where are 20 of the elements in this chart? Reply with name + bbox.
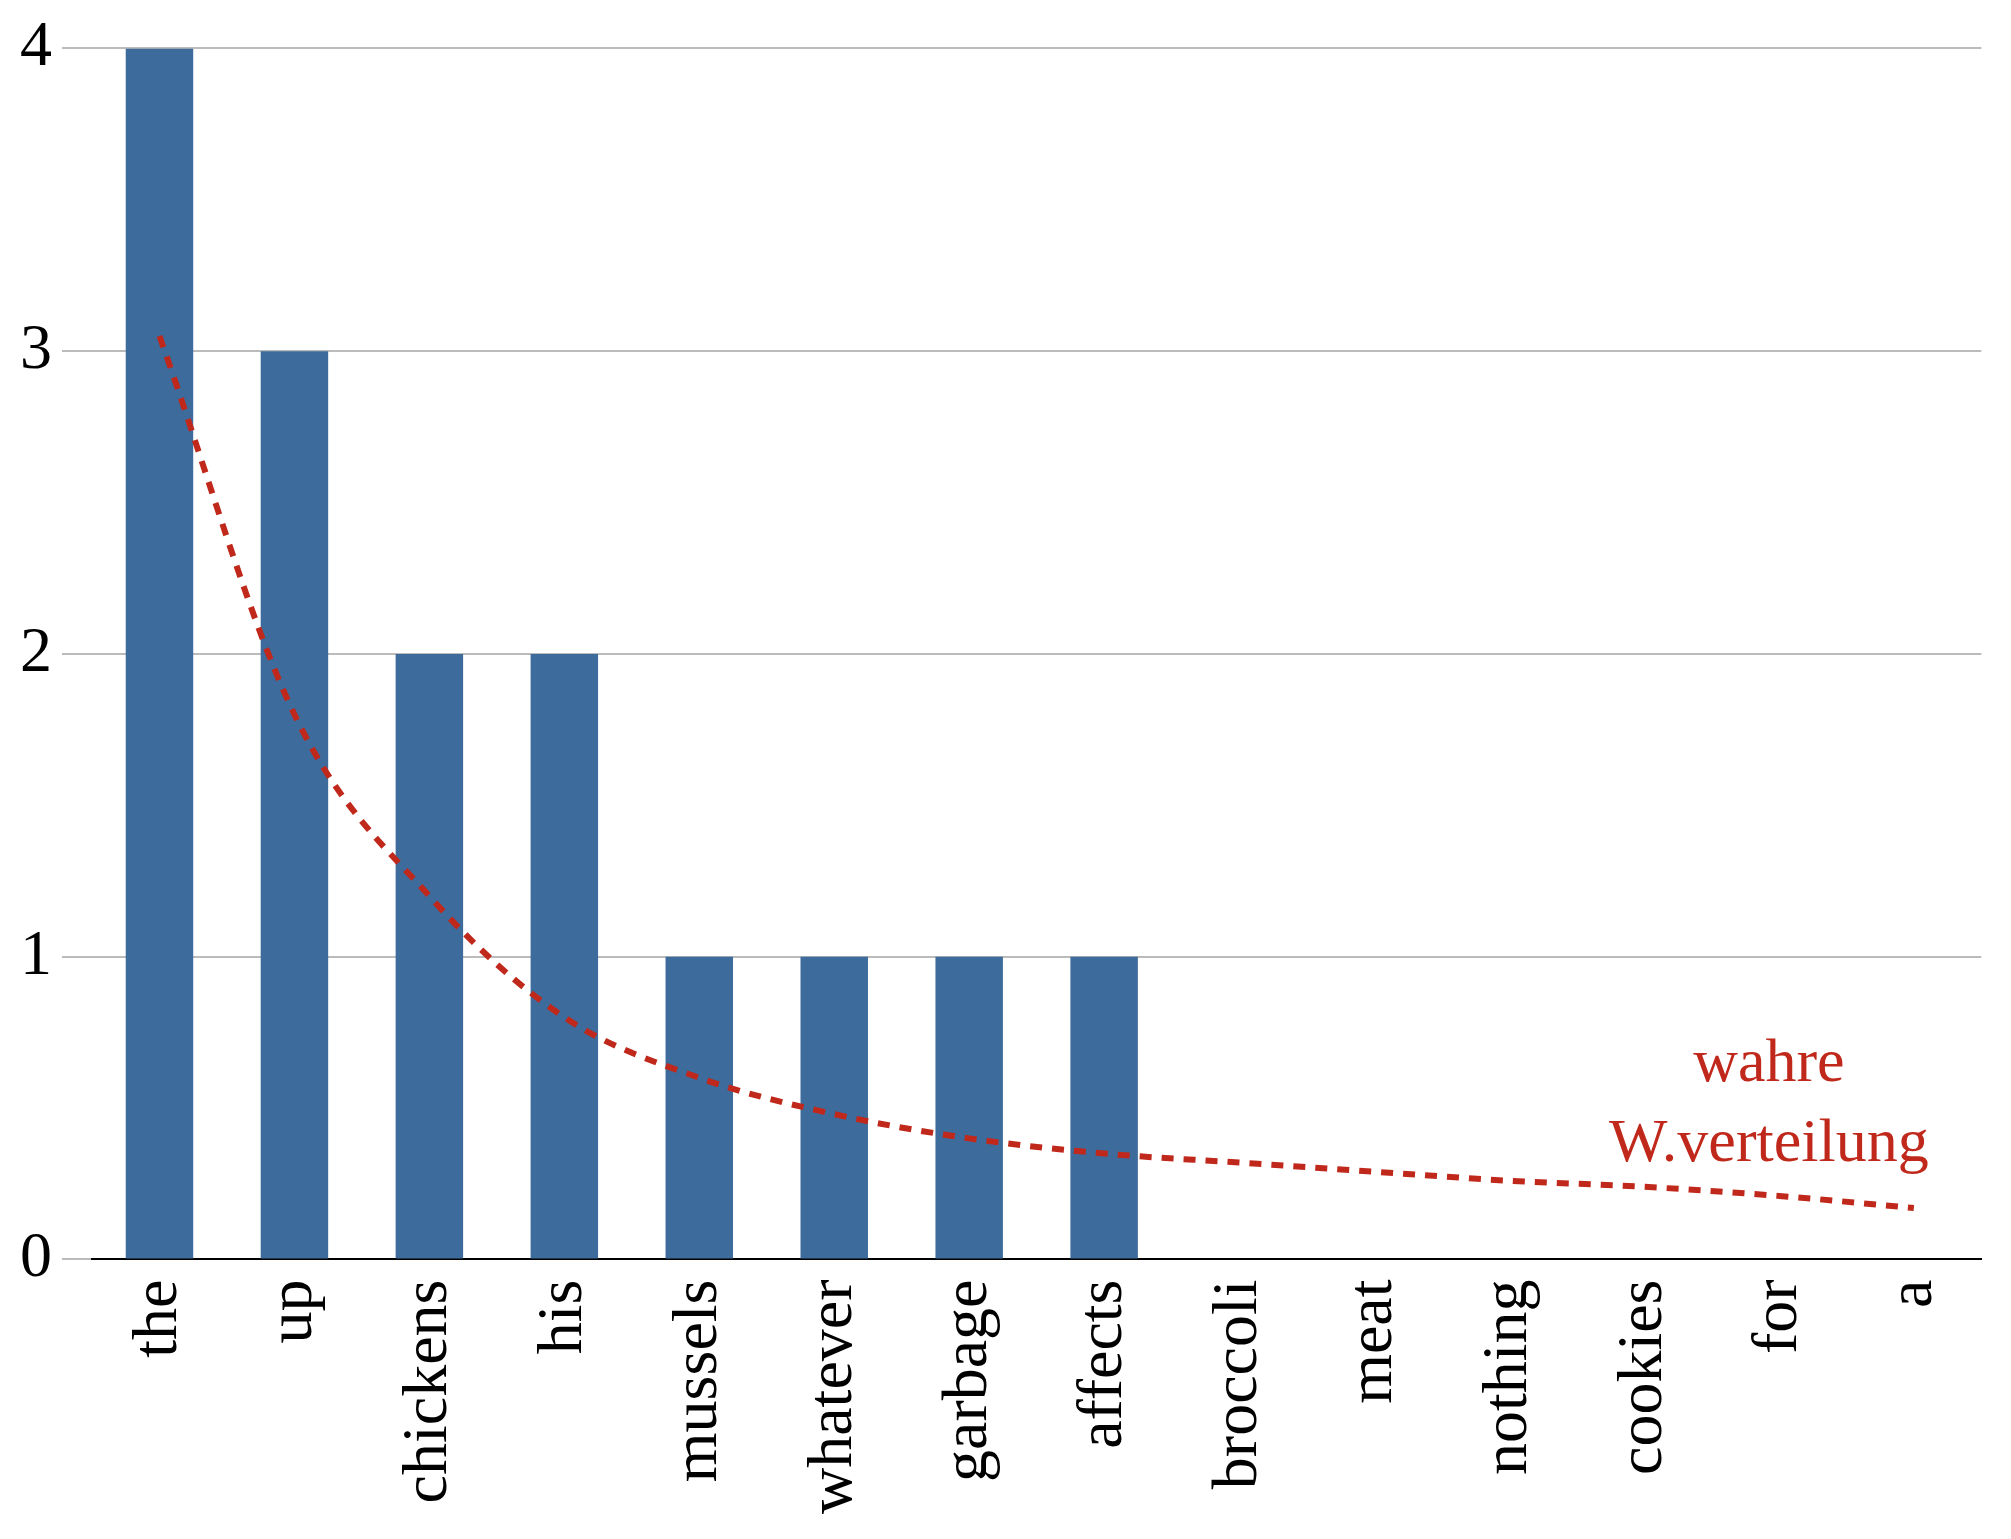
x-tick-label: meat	[1333, 1279, 1405, 1404]
x-tick-label: the	[119, 1279, 191, 1358]
y-tick-label: 1	[20, 916, 52, 988]
x-tick-label: up	[254, 1279, 326, 1344]
x-tick-label: whatever	[794, 1279, 866, 1514]
x-tick-label: chickens	[389, 1279, 461, 1504]
x-tick-label: mussels	[659, 1279, 731, 1483]
x-tick-label: cookies	[1603, 1279, 1675, 1475]
y-tick-label: 2	[20, 613, 52, 685]
x-tick-label: his	[524, 1279, 596, 1355]
x-tick-label: nothing	[1468, 1279, 1540, 1476]
x-tick-label: garbage	[929, 1279, 1000, 1482]
x-tick-label: affects	[1063, 1279, 1135, 1449]
x-tick-label: a	[1873, 1279, 1945, 1308]
x-tick-label: for	[1738, 1279, 1810, 1355]
series-label: wahre W.verteilung	[1609, 1026, 1929, 1175]
y-tick-label: 4	[20, 8, 52, 80]
x-tick-label: broccoli	[1198, 1279, 1270, 1490]
y-tick-label: 0	[20, 1219, 52, 1291]
y-tick-label: 3	[20, 310, 52, 382]
